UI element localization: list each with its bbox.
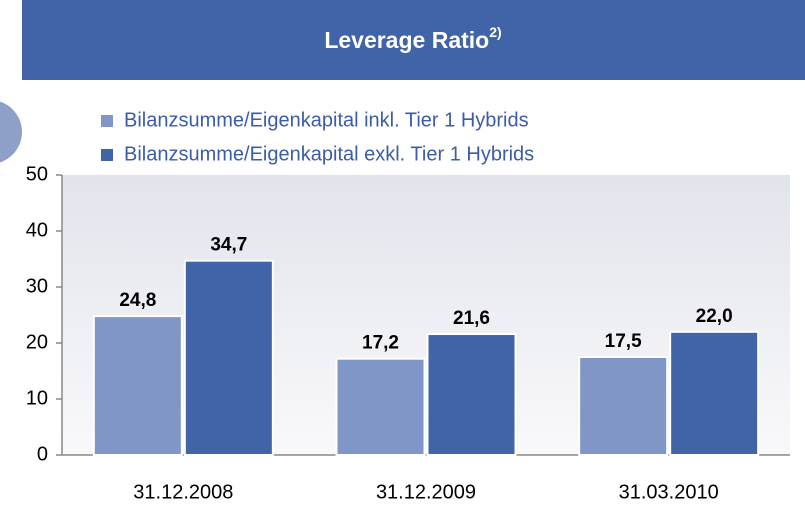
x-tick-label: 31.12.2008 bbox=[133, 481, 233, 503]
y-tick-label: 30 bbox=[26, 275, 48, 297]
plot-area bbox=[62, 175, 790, 455]
data-label: 17,2 bbox=[362, 333, 399, 354]
data-label: 34,7 bbox=[210, 235, 247, 256]
decor-circle bbox=[0, 101, 22, 163]
legend-label: Bilanzsumme/Eigenkapital exkl. Tier 1 Hy… bbox=[124, 143, 534, 165]
data-label: 22,0 bbox=[696, 306, 733, 327]
data-label: 21,6 bbox=[453, 308, 490, 329]
y-tick-label: 40 bbox=[26, 219, 48, 241]
y-tick-label: 10 bbox=[26, 387, 48, 409]
legend-label: Bilanzsumme/Eigenkapital inkl. Tier 1 Hy… bbox=[124, 109, 529, 131]
title-bar bbox=[22, 0, 805, 80]
title-superscript: 2) bbox=[489, 24, 501, 40]
y-tick-label: 20 bbox=[26, 331, 48, 353]
legend-swatch bbox=[101, 149, 113, 161]
x-tick-label: 31.03.2010 bbox=[619, 481, 719, 503]
y-tick-label: 0 bbox=[37, 443, 48, 465]
bar bbox=[183, 259, 274, 456]
bar bbox=[578, 356, 669, 456]
chart-title: Leverage Ratio2) bbox=[324, 24, 501, 53]
x-tick-label: 31.12.2009 bbox=[376, 481, 476, 503]
data-label: 17,5 bbox=[605, 331, 642, 352]
y-tick-label: 50 bbox=[26, 163, 48, 185]
bar bbox=[335, 357, 426, 456]
bar bbox=[426, 333, 517, 457]
legend-swatch bbox=[101, 115, 113, 127]
data-label: 24,8 bbox=[119, 290, 156, 311]
title-text: Leverage Ratio bbox=[324, 27, 489, 53]
bar bbox=[669, 330, 760, 456]
bar bbox=[92, 315, 183, 456]
